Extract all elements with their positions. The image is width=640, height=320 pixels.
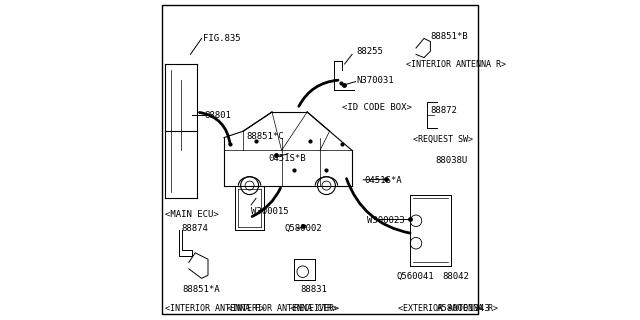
- Text: <ID CODE BOX>: <ID CODE BOX>: [342, 103, 412, 112]
- Text: N370031: N370031: [357, 76, 394, 84]
- Text: 88255: 88255: [357, 47, 383, 56]
- Text: <RECEIVER>: <RECEIVER>: [290, 304, 340, 313]
- Text: 0451S*B: 0451S*B: [268, 154, 306, 163]
- Text: A580001343: A580001343: [437, 304, 490, 313]
- Text: Q560041: Q560041: [397, 272, 435, 281]
- Text: 88831: 88831: [301, 285, 328, 294]
- Text: 88851*A: 88851*A: [182, 285, 220, 294]
- Text: 88038U: 88038U: [436, 156, 468, 164]
- Text: <REQUEST SW>: <REQUEST SW>: [413, 135, 473, 144]
- Text: <EXTERIOR ANTENNA R>: <EXTERIOR ANTENNA R>: [398, 304, 499, 313]
- Text: <MAIN ECU>: <MAIN ECU>: [165, 210, 218, 219]
- Text: <INTERIOR ANTENNA F>: <INTERIOR ANTENNA F>: [165, 304, 265, 313]
- Text: 88851*C: 88851*C: [246, 132, 284, 140]
- Text: 88851*B: 88851*B: [430, 32, 468, 41]
- Text: 88872: 88872: [430, 106, 457, 115]
- Text: <INTERIOR ANTENNA CTR>: <INTERIOR ANTENNA CTR>: [227, 304, 337, 313]
- Text: 88042: 88042: [442, 272, 469, 281]
- Text: 88801: 88801: [205, 111, 232, 120]
- Text: FIG.835: FIG.835: [202, 34, 240, 43]
- Text: W300015: W300015: [251, 207, 289, 216]
- Text: Q580002: Q580002: [285, 224, 323, 233]
- Text: W300023: W300023: [367, 216, 405, 225]
- Text: <INTERIOR ANTENNA R>: <INTERIOR ANTENNA R>: [406, 60, 506, 68]
- Text: 88874: 88874: [181, 224, 208, 233]
- Text: 0451S*A: 0451S*A: [364, 176, 402, 185]
